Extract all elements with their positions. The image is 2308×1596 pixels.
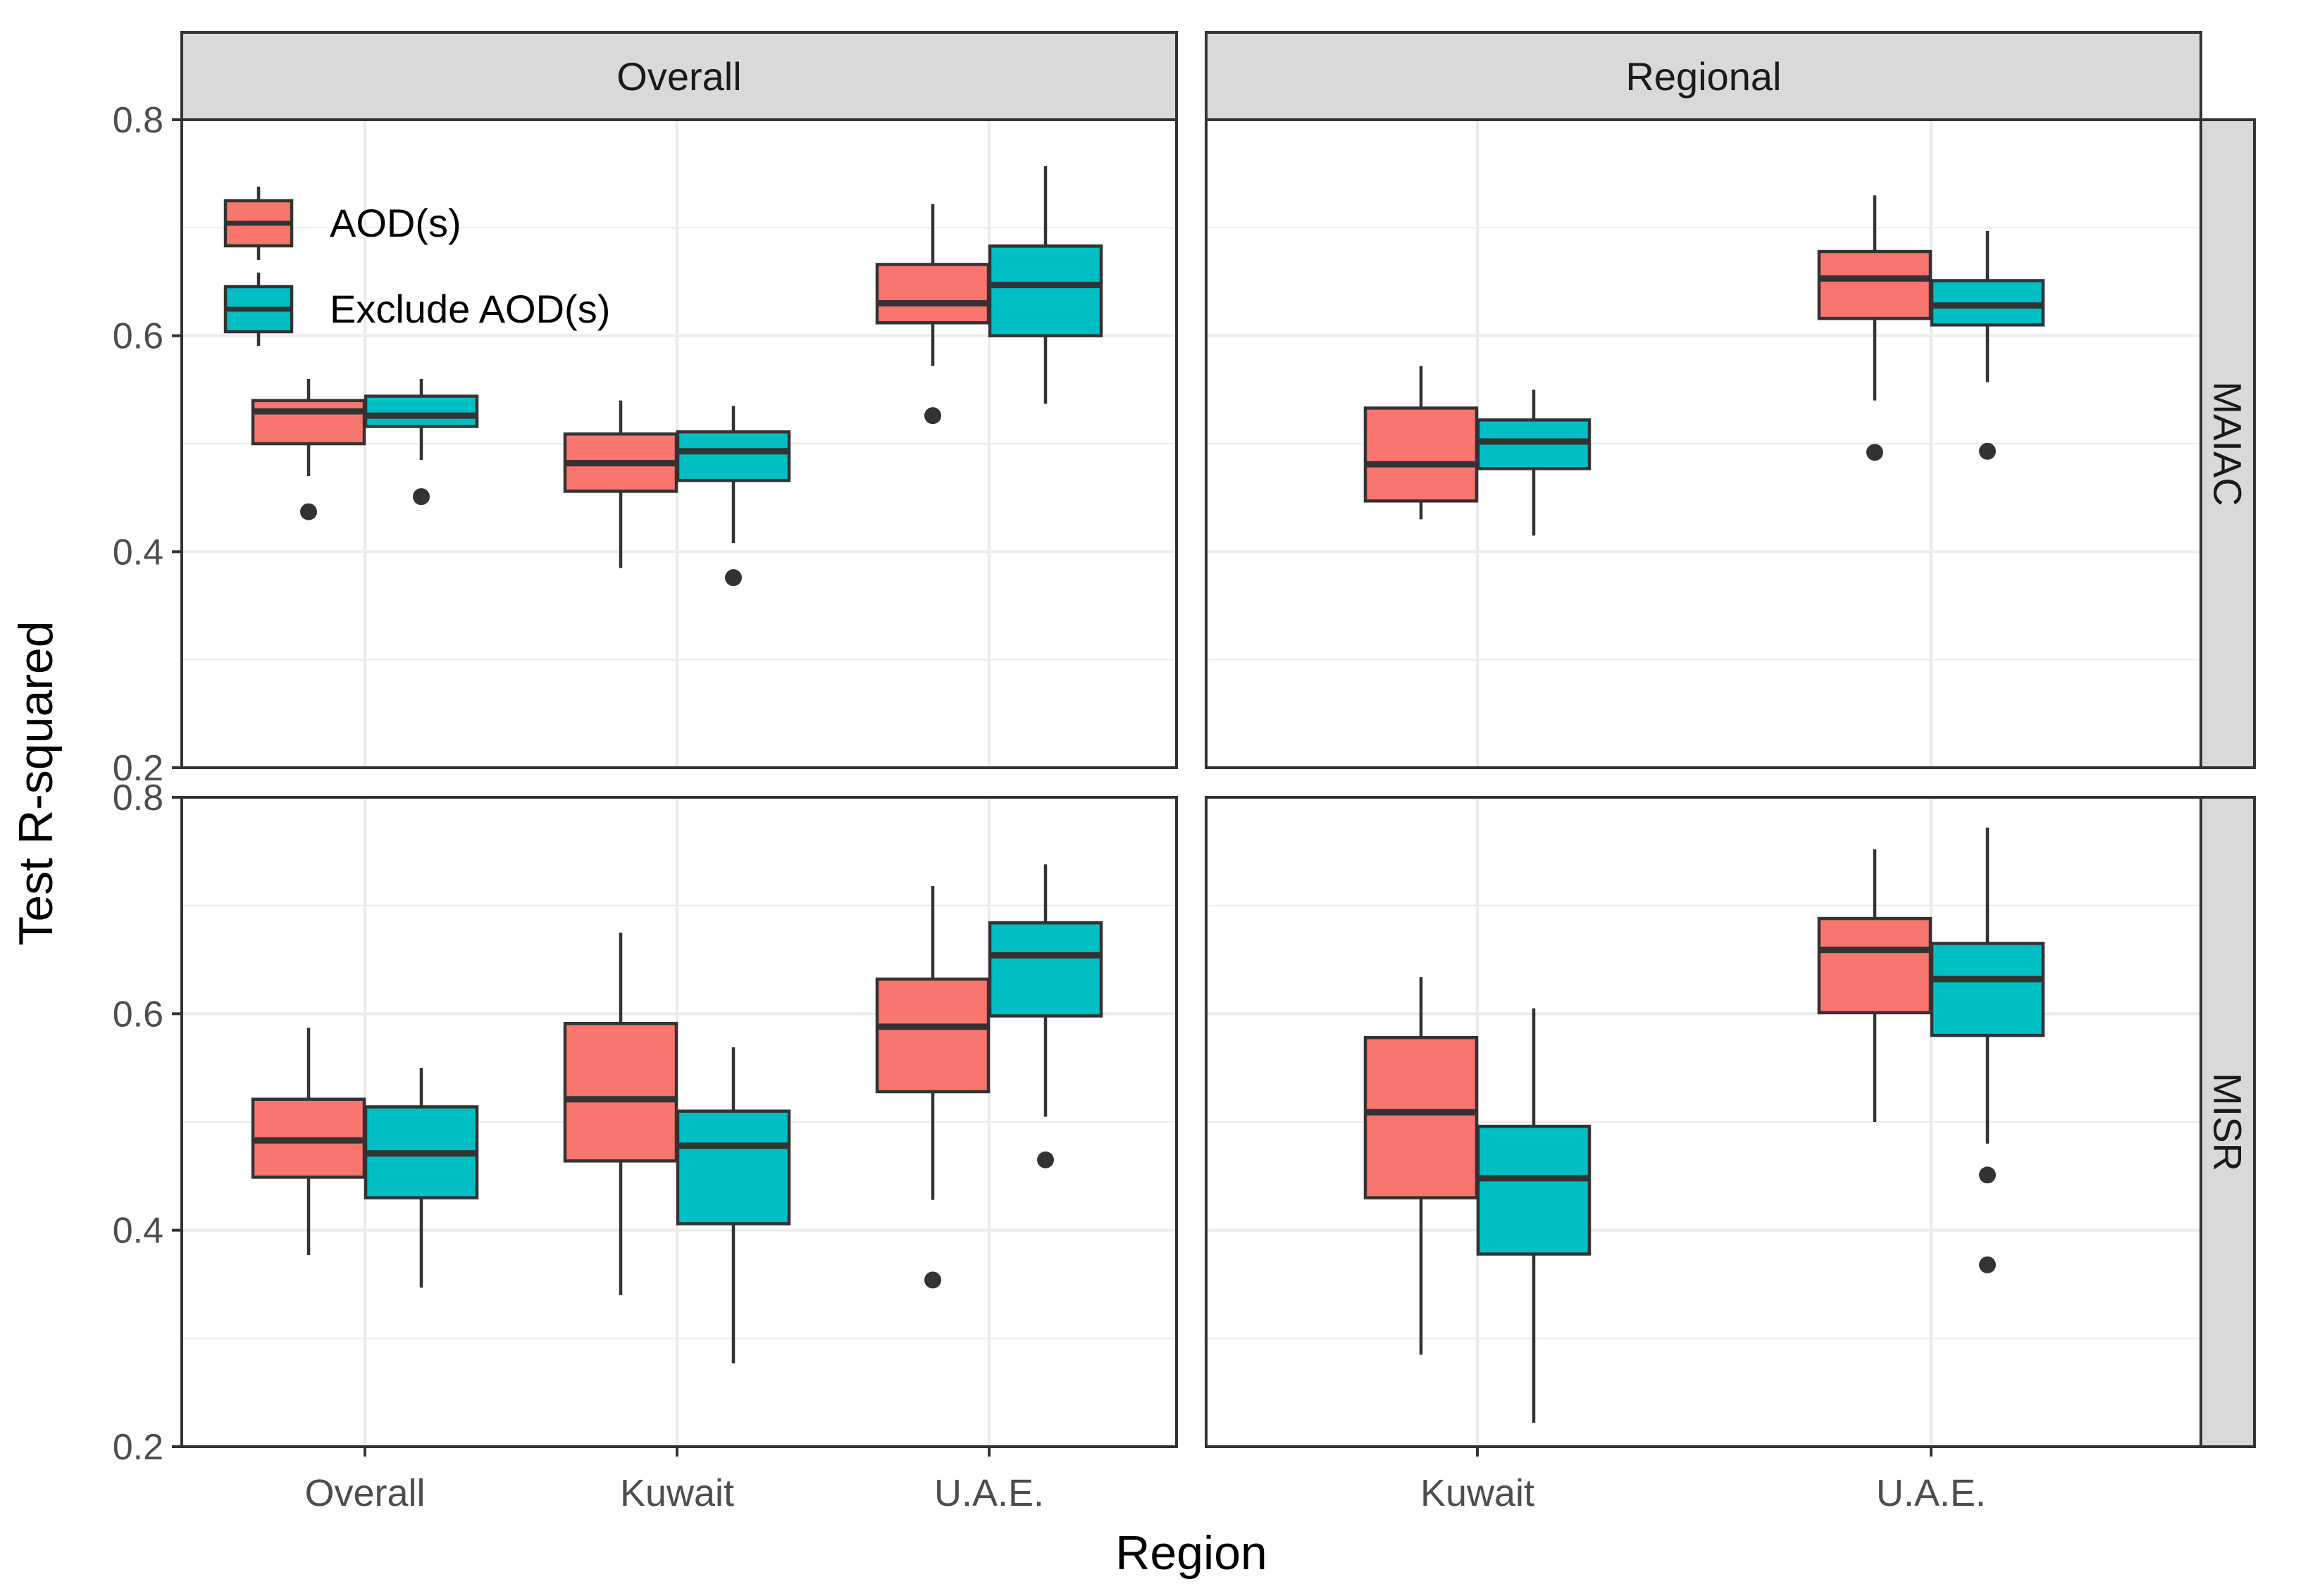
box-MAIAC-Overall-Overall-AOD(s) — [251, 379, 366, 520]
legend-label: AOD(s) — [330, 201, 461, 245]
box-MISR-Regional-Kuwait-Exclude AOD(s) — [1476, 1008, 1592, 1423]
box-MISR-Overall-U.A.E.-AOD(s) — [875, 886, 991, 1289]
outlier-point — [1979, 442, 1996, 460]
box-iqr — [988, 921, 1103, 1018]
strip-column — [180, 31, 1178, 121]
box-iqr — [676, 430, 791, 482]
x-axis-title: Region — [1115, 1526, 1267, 1580]
box-MAIAC-Regional-U.A.E.-AOD(s) — [1817, 195, 1932, 461]
outlier-point — [924, 407, 941, 425]
outlier-point — [1979, 1256, 1996, 1273]
outlier-point — [300, 503, 317, 520]
box-MISR-Regional-U.A.E.-Exclude AOD(s) — [1930, 828, 2045, 1273]
box-iqr — [1817, 916, 1932, 1015]
y-tick-label: 0.2 — [113, 1427, 163, 1468]
box-MAIAC-Regional-Kuwait-AOD(s) — [1363, 366, 1479, 520]
legend: AOD(s) Exclude AOD(s) — [223, 187, 610, 346]
x-tick-label: U.A.E. — [934, 1472, 1044, 1514]
box-MAIAC-Overall-U.A.E.-AOD(s) — [875, 204, 991, 425]
box-MISR-Overall-Kuwait-AOD(s) — [563, 933, 678, 1295]
y-tick-label: 0.4 — [113, 532, 163, 573]
y-tick-label: 0.6 — [113, 994, 163, 1035]
x-tick-label: Kuwait — [1420, 1472, 1534, 1514]
box-MAIAC-Overall-Kuwait-Exclude AOD(s) — [676, 406, 791, 587]
y-tick-label: 0.2 — [113, 748, 163, 789]
box-iqr — [1930, 942, 2045, 1037]
outlier-point — [413, 488, 430, 506]
box-MAIAC-Regional-Kuwait-Exclude AOD(s) — [1476, 389, 1592, 536]
outlier-point — [1037, 1151, 1054, 1168]
box-iqr — [875, 977, 991, 1094]
box-MAIAC-Overall-Overall-Exclude AOD(s) — [364, 379, 479, 506]
box-iqr — [1363, 1035, 1479, 1199]
box-iqr — [676, 1109, 791, 1226]
box-MAIAC-Overall-Kuwait-AOD(s) — [563, 400, 678, 568]
x-tick-label: U.A.E. — [1876, 1472, 1986, 1514]
y-tick-label: 0.8 — [113, 100, 163, 141]
box-MISR-Overall-U.A.E.-Exclude AOD(s) — [988, 864, 1103, 1168]
y-axis-title: Test R-squared — [9, 621, 63, 945]
outlier-point — [1866, 444, 1883, 461]
strip-row-label: MISR — [2206, 1073, 2250, 1171]
box-MAIAC-Regional-U.A.E.-Exclude AOD(s) — [1930, 230, 2045, 460]
outlier-point — [924, 1271, 941, 1289]
legend-label: Exclude AOD(s) — [330, 287, 610, 331]
box-MISR-Overall-Overall-Exclude AOD(s) — [364, 1068, 479, 1288]
box-iqr — [1476, 1124, 1592, 1256]
strip-row — [2200, 118, 2256, 769]
box-iqr — [988, 244, 1103, 337]
box-MISR-Regional-Kuwait-AOD(s) — [1363, 977, 1479, 1355]
y-tick-label: 0.4 — [113, 1211, 163, 1252]
strip-row — [2200, 796, 2256, 1448]
strip-column-label: Regional — [1625, 54, 1781, 99]
strip-row-label: MAIAC — [2206, 381, 2250, 506]
strip-column — [1205, 31, 2202, 121]
box-MAIAC-Overall-U.A.E.-Exclude AOD(s) — [988, 166, 1103, 404]
box-iqr — [1363, 406, 1479, 503]
x-tick-label: Overall — [304, 1472, 425, 1514]
box-MISR-Regional-U.A.E.-AOD(s) — [1817, 849, 1932, 1122]
box-iqr — [875, 263, 991, 325]
box-MISR-Overall-Kuwait-Exclude AOD(s) — [676, 1047, 791, 1364]
box-iqr — [563, 1021, 678, 1163]
y-tick-label: 0.8 — [113, 778, 163, 818]
y-tick-label: 0.6 — [113, 316, 163, 357]
panel-border — [180, 796, 1178, 1448]
box-iqr — [1817, 249, 1932, 320]
box-MISR-Overall-Overall-AOD(s) — [251, 1028, 366, 1256]
box-iqr — [364, 394, 479, 428]
outlier-point — [1979, 1166, 1996, 1184]
box-iqr — [251, 399, 366, 446]
outlier-point — [725, 569, 742, 587]
strip-column-label: Overall — [616, 54, 741, 99]
x-tick-label: Kuwait — [620, 1472, 734, 1514]
